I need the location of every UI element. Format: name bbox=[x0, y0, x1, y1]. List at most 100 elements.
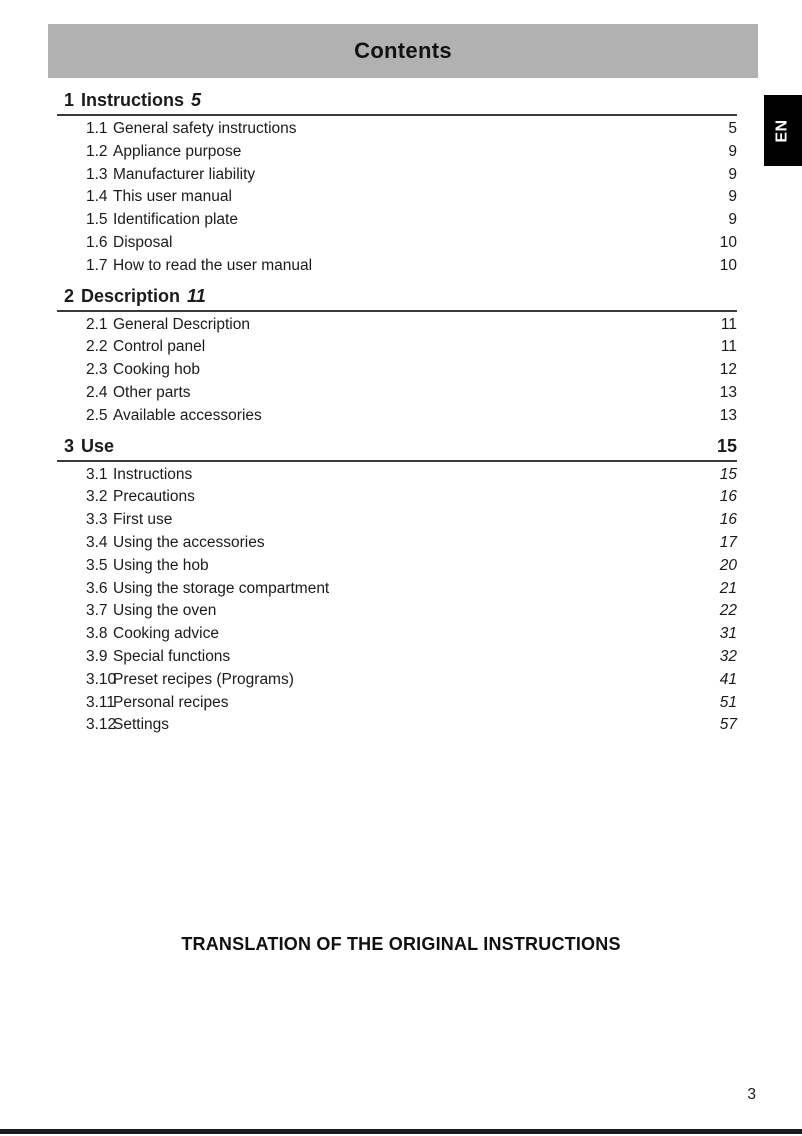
toc-item-page: 21 bbox=[719, 579, 737, 597]
toc-item-number: 1.6 bbox=[86, 233, 108, 251]
toc-item-title: Instructions bbox=[113, 465, 193, 483]
toc-item-page: 22 bbox=[719, 602, 737, 620]
toc-item-number: 2.2 bbox=[86, 338, 108, 356]
toc-item-row: 1.1 General safety instructions 5 bbox=[57, 118, 737, 141]
toc-item-page: 57 bbox=[719, 716, 737, 734]
toc-item-title: Precautions bbox=[113, 488, 195, 506]
toc-section-title: Use bbox=[81, 435, 115, 456]
toc-item-title: Special functions bbox=[113, 647, 231, 665]
toc-item-list: 1.1 General safety instructions 5 1.2 Applia… bbox=[57, 118, 737, 278]
table-of-contents: 1 Instructions 5 1.1 General safety instruct… bbox=[57, 90, 737, 745]
toc-item-row: 2.2 Control panel 11 bbox=[57, 336, 737, 359]
toc-section-page: 5 bbox=[191, 90, 202, 110]
toc-item-title: Using the accessories bbox=[113, 533, 265, 551]
toc-item-page: 31 bbox=[719, 625, 737, 643]
toc-item-number: 3.12 bbox=[86, 716, 117, 734]
toc-item-title: How to read the user manual bbox=[113, 256, 313, 274]
toc-section-number: 1 bbox=[64, 90, 75, 110]
toc-item-row: 3.5 Using the hob 20 bbox=[57, 555, 737, 578]
toc-item-title: Preset recipes (Programs) bbox=[113, 670, 294, 688]
toc-item-number: 3.6 bbox=[86, 579, 108, 597]
toc-section-heading: 1 Instructions 5 bbox=[57, 90, 737, 116]
toc-item-title: Using the oven bbox=[113, 602, 217, 620]
toc-item-list: 2.1 General Description 11 2.2 Control panel… bbox=[57, 314, 737, 428]
toc-item-number: 3.5 bbox=[86, 556, 108, 574]
language-tab-label: EN bbox=[773, 118, 791, 143]
toc-item-row: 1.3 Manufacturer liability 9 bbox=[57, 164, 737, 187]
toc-item-title: Control panel bbox=[113, 338, 206, 356]
toc-item-page: 17 bbox=[719, 533, 737, 551]
toc-item-page: 9 bbox=[728, 165, 737, 183]
toc-item-number: 3.3 bbox=[86, 511, 108, 529]
toc-item-row: 3.9 Special functions 32 bbox=[57, 646, 737, 669]
toc-item-row: 3.10 Preset recipes (Programs) 41 bbox=[57, 669, 737, 692]
toc-item-title: Appliance purpose bbox=[113, 142, 242, 160]
toc-section-heading: 2 Description 11 bbox=[57, 286, 737, 312]
toc-item-row: 2.1 General Description 11 bbox=[57, 314, 737, 337]
toc-item-row: 3.8 Cooking advice 31 bbox=[57, 623, 737, 646]
toc-item-number: 2.4 bbox=[86, 383, 108, 401]
toc-section-heading: 3 Use 15 bbox=[57, 436, 737, 462]
toc-item-page: 10 bbox=[719, 256, 737, 274]
toc-item-row: 1.6 Disposal 10 bbox=[57, 232, 737, 255]
toc-item-number: 3.9 bbox=[86, 647, 108, 665]
toc-item-title: General Description bbox=[113, 315, 250, 333]
toc-item-page: 20 bbox=[719, 556, 737, 574]
toc-item-number: 3.10 bbox=[86, 670, 117, 688]
toc-item-page: 5 bbox=[728, 120, 737, 137]
toc-item-page: 10 bbox=[719, 233, 737, 251]
toc-item-number: 2.5 bbox=[86, 406, 108, 424]
toc-section-page: 11 bbox=[187, 285, 206, 306]
toc-item-row: 3.12 Settings 57 bbox=[57, 714, 737, 737]
toc-item-row: 3.6 Using the storage compartment 21 bbox=[57, 578, 737, 601]
toc-item-row: 3.1 Instructions 15 bbox=[57, 464, 737, 487]
toc-item-number: 2.3 bbox=[86, 361, 108, 379]
toc-item-number: 3.1 bbox=[86, 465, 108, 483]
toc-item-title: Personal recipes bbox=[113, 693, 229, 711]
toc-item-title: First use bbox=[113, 511, 173, 529]
toc-section-page: 15 bbox=[716, 435, 737, 456]
toc-item-row: 2.3 Cooking hob 12 bbox=[57, 359, 737, 382]
language-tab: EN bbox=[764, 95, 802, 166]
toc-item-page: 11 bbox=[720, 315, 737, 333]
toc-item-number: 1.7 bbox=[86, 256, 108, 274]
toc-item-page: 12 bbox=[719, 361, 737, 379]
toc-item-number: 1.3 bbox=[86, 165, 108, 183]
toc-item-number: 2.1 bbox=[86, 315, 108, 333]
toc-item-row: 3.4 Using the accessories 17 bbox=[57, 532, 737, 555]
toc-item-title: Available accessories bbox=[113, 406, 262, 424]
toc-item-title: This user manual bbox=[113, 188, 232, 206]
toc-item-number: 1.2 bbox=[86, 142, 108, 160]
toc-item-number: 3.7 bbox=[86, 602, 108, 620]
translation-note: TRANSLATION OF THE ORIGINAL INSTRUCTIONS bbox=[181, 934, 621, 954]
toc-item-page: 9 bbox=[728, 188, 737, 206]
toc-item-row: 2.5 Available accessories 13 bbox=[57, 405, 737, 428]
toc-item-row: 3.2 Precautions 16 bbox=[57, 486, 737, 509]
toc-section-number: 3 bbox=[64, 435, 75, 456]
bottom-bar bbox=[0, 1129, 802, 1134]
toc-item-page: 9 bbox=[728, 142, 737, 160]
toc-item-number: 1.4 bbox=[86, 188, 108, 206]
toc-item-title: Cooking advice bbox=[113, 625, 219, 643]
toc-item-page: 9 bbox=[728, 211, 737, 229]
toc-item-number: 3.4 bbox=[86, 533, 108, 551]
toc-item-row: 1.4 This user manual 9 bbox=[57, 186, 737, 209]
toc-item-page: 15 bbox=[719, 465, 737, 483]
toc-item-page: 11 bbox=[720, 338, 737, 356]
toc-item-title: Cooking hob bbox=[113, 361, 201, 379]
toc-item-number: 3.8 bbox=[86, 625, 108, 643]
page-title: Contents bbox=[354, 38, 452, 63]
toc-section-title: Description bbox=[81, 285, 181, 306]
toc-item-page: 13 bbox=[719, 383, 737, 401]
toc-section: 1 Instructions 5 1.1 General safety instruct… bbox=[57, 90, 737, 278]
toc-item-title: General safety instructions bbox=[113, 120, 297, 137]
toc-item-title: Manufacturer liability bbox=[113, 165, 256, 183]
toc-item-title: Using the storage compartment bbox=[113, 579, 330, 597]
toc-item-list: 3.1 Instructions 15 3.2 Precautions 16 3.3 Firs… bbox=[57, 464, 737, 738]
toc-item-row: 1.5 Identification plate 9 bbox=[57, 209, 737, 232]
toc-item-number: 3.2 bbox=[86, 488, 108, 506]
toc-section-number: 2 bbox=[64, 285, 75, 306]
toc-item-number: 1.1 bbox=[86, 120, 108, 137]
toc-item-page: 16 bbox=[719, 488, 737, 506]
